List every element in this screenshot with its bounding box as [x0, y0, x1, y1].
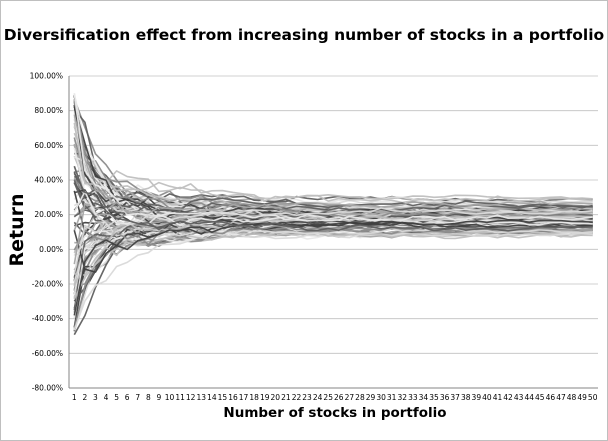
series-line [73, 99, 593, 200]
x-tick-label: 9 [157, 393, 162, 402]
x-tick-label: 34 [419, 393, 429, 402]
x-tick-label: 22 [292, 393, 302, 402]
x-tick-label: 20 [271, 393, 281, 402]
series-lines [73, 93, 593, 336]
series-line [73, 228, 593, 291]
x-tick-label: 5 [114, 393, 119, 402]
x-tick-label: 32 [397, 393, 407, 402]
x-tick-label: 7 [135, 393, 140, 402]
series-line [73, 188, 593, 215]
x-axis-label: Number of stocks in portfolio [223, 405, 447, 421]
series-line [73, 231, 593, 331]
x-tick-label: 11 [175, 393, 185, 402]
x-tick-label: 15 [218, 393, 228, 402]
series-line [73, 190, 593, 227]
x-tick-label: 4 [104, 393, 109, 402]
series-line [73, 200, 593, 265]
x-tick-label: 40 [482, 393, 492, 402]
series-line [73, 219, 593, 316]
x-tick-label: 24 [313, 393, 323, 402]
x-tick-label: 10 [165, 393, 175, 402]
x-tick-label: 18 [249, 393, 259, 402]
y-tick-label: 20.00% [34, 210, 63, 219]
x-tick-label: 48 [567, 393, 577, 402]
x-tick-label: 44 [524, 393, 534, 402]
axes [68, 76, 598, 389]
series-line [74, 231, 593, 276]
x-tick-label: 38 [461, 393, 471, 402]
y-tick-label: 0.00% [39, 245, 63, 254]
x-tick-label: 21 [281, 393, 291, 402]
x-tick-label: 30 [376, 393, 386, 402]
x-tick-label: 28 [355, 393, 365, 402]
x-tick-label: 14 [207, 393, 217, 402]
x-tick-label: 39 [472, 393, 482, 402]
x-tick-label: 16 [228, 393, 238, 402]
x-tick-label: 13 [196, 393, 206, 402]
x-tick-label: 19 [260, 393, 270, 402]
x-tick-label: 41 [493, 393, 503, 402]
x-tick-label: 12 [186, 393, 196, 402]
x-tick-label: 29 [366, 393, 376, 402]
series-line [73, 119, 593, 204]
series-line [73, 207, 593, 274]
x-tick-label: 25 [323, 393, 333, 402]
x-tick-label: 45 [535, 393, 545, 402]
y-tick-label: -20.00% [32, 280, 63, 289]
x-tick-label: 33 [408, 393, 418, 402]
x-tick-label: 36 [440, 393, 450, 402]
series-line [73, 182, 593, 212]
x-tick-label: 43 [514, 393, 524, 402]
x-tick-label: 23 [302, 393, 312, 402]
x-tick-labels: 1 2 3 4 5 6 7 8 9 10 11 12 13 14 15 16 17 18 19 20 21 22 23 24 2… [72, 393, 598, 402]
x-tick-label: 27 [345, 393, 355, 402]
x-tick-label: 42 [503, 393, 513, 402]
x-tick-label: 1 [72, 393, 77, 402]
x-tick-label: 6 [125, 393, 130, 402]
x-tick-label: 8 [146, 393, 151, 402]
series-line [73, 172, 593, 232]
x-tick-label: 26 [334, 393, 344, 402]
y-tick-label: 40.00% [34, 176, 63, 185]
x-tick-label: 2 [82, 393, 87, 402]
y-tick-label: -40.00% [32, 314, 63, 323]
x-tick-label: 31 [387, 393, 397, 402]
x-tick-label: 49 [577, 393, 587, 402]
series-line [73, 100, 593, 219]
x-tick-label: 3 [93, 393, 98, 402]
y-tick-label: -60.00% [32, 349, 63, 358]
x-tick-label: 17 [239, 393, 249, 402]
y-tick-label: -80.00% [32, 384, 63, 393]
y-tick-label: 100.00% [30, 72, 63, 81]
x-tick-label: 46 [546, 393, 556, 402]
x-tick-label: 37 [450, 393, 460, 402]
y-tick-label: 60.00% [34, 141, 63, 150]
y-tick-label: 80.00% [34, 106, 63, 115]
series-line [73, 224, 593, 251]
x-tick-label: 50 [588, 393, 598, 402]
x-tick-label: 35 [429, 393, 439, 402]
y-tick-labels: 100.00% 80.00% 60.00% 40.00% 20.00% 0.00% -20.… [30, 72, 63, 393]
chart-title: Diversification effect from increasing n… [3, 26, 605, 44]
x-tick-label: 47 [556, 393, 566, 402]
